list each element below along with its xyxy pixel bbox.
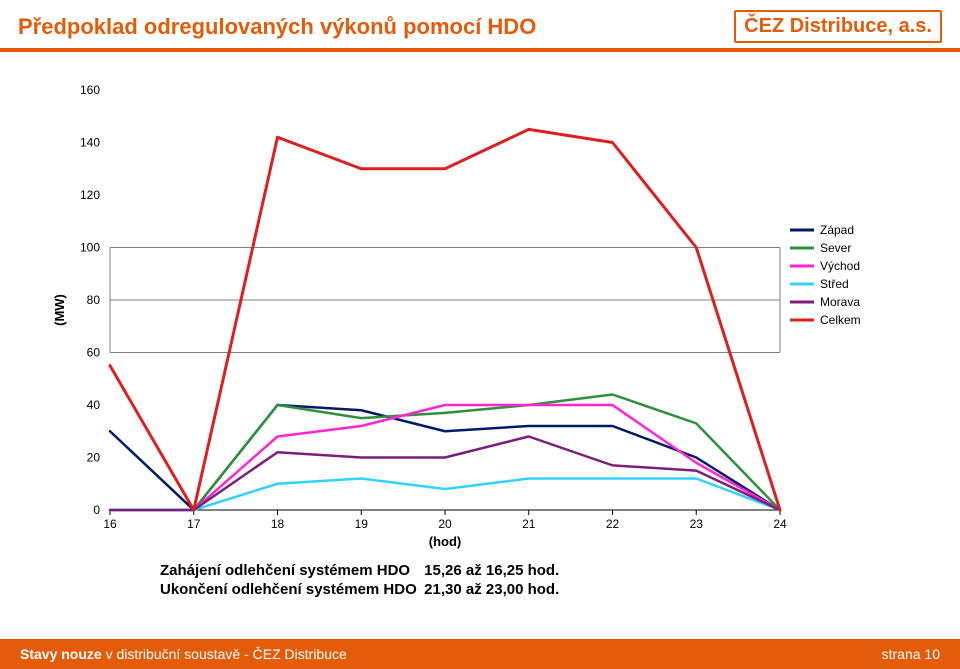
- note-row: Ukončení odlehčení systémem HDO 21,30 až…: [160, 581, 559, 598]
- svg-text:21: 21: [522, 517, 536, 531]
- svg-text:0: 0: [93, 503, 100, 517]
- svg-text:(MW): (MW): [52, 294, 67, 326]
- svg-text:24: 24: [773, 517, 787, 531]
- svg-text:(hod): (hod): [429, 534, 461, 549]
- svg-text:140: 140: [80, 136, 100, 150]
- footer-bar: Stavy nouze v distribuční soustavě - ČEZ…: [0, 639, 960, 669]
- chart-container: 0 20 40 60 80 100 120 140 160 16 17 18 19 20 21 22 23 24 (…: [50, 80, 910, 550]
- header-rule: [0, 48, 960, 52]
- notes-block: Zahájení odlehčení systémem HDO 15,26 až…: [160, 562, 559, 600]
- svg-text:17: 17: [187, 517, 201, 531]
- svg-text:80: 80: [87, 293, 101, 307]
- note-value: 21,30 až 23,00 hod.: [424, 581, 559, 598]
- line-chart: 0 20 40 60 80 100 120 140 160 16 17 18 19 20 21 22 23 24 (…: [50, 80, 910, 550]
- page-title: Předpoklad odregulovaných výkonů pomocí …: [18, 14, 536, 40]
- note-row: Zahájení odlehčení systémem HDO 15,26 až…: [160, 562, 559, 579]
- svg-text:60: 60: [87, 346, 101, 360]
- svg-text:23: 23: [690, 517, 704, 531]
- svg-text:Celkem: Celkem: [820, 313, 861, 327]
- svg-text:20: 20: [87, 451, 101, 465]
- footer-left: Stavy nouze v distribuční soustavě - ČEZ…: [20, 646, 347, 662]
- note-label: Zahájení odlehčení systémem HDO: [160, 562, 420, 579]
- svg-text:40: 40: [87, 398, 101, 412]
- svg-text:Západ: Západ: [820, 223, 854, 237]
- footer-rest: v distribuční soustavě - ČEZ Distribuce: [102, 646, 347, 662]
- svg-text:160: 160: [80, 83, 100, 97]
- note-label: Ukončení odlehčení systémem HDO: [160, 581, 420, 598]
- svg-text:Východ: Východ: [820, 259, 860, 273]
- svg-text:Střed: Střed: [820, 277, 849, 291]
- svg-text:Morava: Morava: [820, 295, 860, 309]
- svg-text:19: 19: [355, 517, 369, 531]
- svg-text:100: 100: [80, 241, 100, 255]
- svg-text:120: 120: [80, 188, 100, 202]
- svg-text:22: 22: [606, 517, 620, 531]
- footer-bold: Stavy nouze: [20, 646, 102, 662]
- footer-page: strana 10: [882, 646, 940, 662]
- svg-text:20: 20: [438, 517, 452, 531]
- svg-text:18: 18: [271, 517, 285, 531]
- svg-text:16: 16: [103, 517, 117, 531]
- svg-text:Sever: Sever: [820, 241, 851, 255]
- company-badge: ČEZ Distribuce, a.s.: [734, 10, 942, 43]
- note-value: 15,26 až 16,25 hod.: [424, 562, 559, 579]
